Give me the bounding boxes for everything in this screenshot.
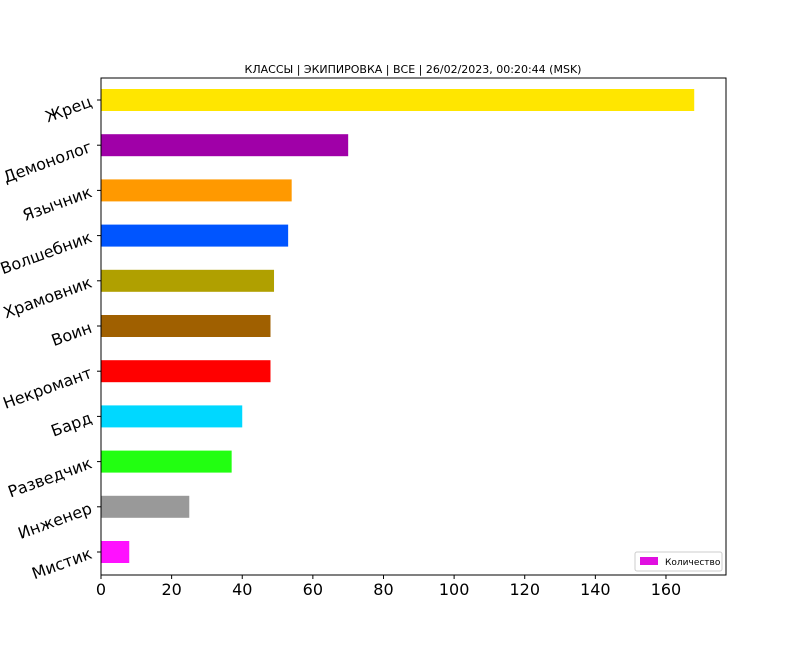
x-tick-label: 0 xyxy=(96,580,106,599)
category-label: Храмовник xyxy=(1,273,95,323)
category-label: Жрец xyxy=(43,92,95,126)
plot-frame xyxy=(100,77,727,576)
x-tick-label: 100 xyxy=(439,580,470,599)
bar xyxy=(101,315,271,337)
x-tick-label: 40 xyxy=(232,580,252,599)
chart-title: КЛАССЫ | ЭКИПИРОВКА | ВСЕ | 26/02/2023, … xyxy=(245,63,582,76)
x-axis-ticks: 0 20 40 60 80 100 120 140 160 xyxy=(96,575,681,599)
x-tick-label: 140 xyxy=(580,580,611,599)
bar xyxy=(101,134,349,157)
category-label: Демонолог xyxy=(1,137,95,187)
bar xyxy=(101,495,190,518)
legend: Количество xyxy=(634,551,723,572)
x-tick-label: 20 xyxy=(161,580,181,599)
category-label: Инженер xyxy=(15,499,94,543)
category-label: Воин xyxy=(49,318,95,350)
category-label: Волшебник xyxy=(0,227,95,278)
bar xyxy=(101,269,275,292)
bar xyxy=(101,541,130,563)
x-tick-label: 120 xyxy=(509,580,540,599)
legend-box xyxy=(634,551,723,572)
bar xyxy=(101,450,232,473)
category-label: Бард xyxy=(48,408,94,440)
category-label: Мистик xyxy=(29,544,94,583)
legend-label: Количество xyxy=(665,558,721,568)
x-tick-label: 80 xyxy=(373,580,393,599)
category-label: Некромант xyxy=(0,363,94,413)
category-label: Разведчик xyxy=(5,453,94,501)
x-tick-label: 160 xyxy=(651,580,682,599)
category-labels: Жрец ДемонологЯзычникВолшебникХрамовникВо… xyxy=(0,92,101,583)
bar xyxy=(101,405,243,428)
bars-layer xyxy=(101,89,695,563)
bar xyxy=(101,360,271,383)
bar xyxy=(101,89,695,111)
bar xyxy=(101,224,289,247)
legend-swatch xyxy=(640,557,658,565)
x-tick-label: 60 xyxy=(303,580,323,599)
bar xyxy=(101,179,292,202)
category-label: Язычник xyxy=(20,182,95,225)
